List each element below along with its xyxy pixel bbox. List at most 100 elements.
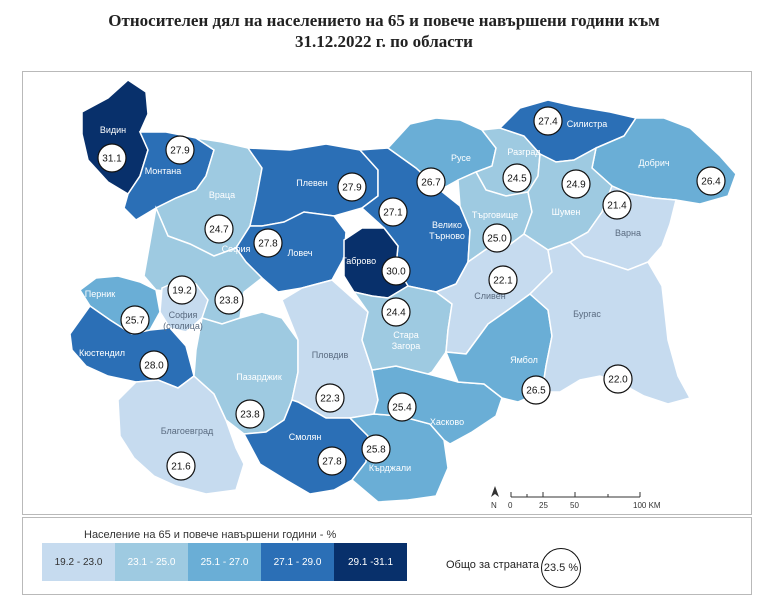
region-22-value-circle [317,446,347,476]
region-4-value: 27.9 [342,183,362,194]
region-3-value: 24.7 [209,225,229,236]
region-24-name: Хасково [430,417,464,427]
region-14-value: 21.4 [607,201,627,212]
region-11-name: Добрич [638,158,669,168]
region-17-value-circle [120,305,150,335]
region-7-name: Габрово [342,256,376,266]
region-7-value-circle [381,256,411,286]
region-15-name: София [222,244,251,254]
region-6-value: 27.1 [383,208,403,219]
region-20-name: Пазарджик [236,372,282,382]
region-8-value-circle [416,167,446,197]
region-2-name: Монтана [145,166,182,176]
region-4-value-circle [337,172,367,202]
legend-title: Население на 65 и повече навършени годин… [84,529,337,541]
region-19-value-circle [166,451,196,481]
region-13-value: 24.9 [566,180,586,191]
title-line-2: 31.12.2022 г. по области [295,32,473,51]
region-24-value: 25.4 [392,403,412,414]
map-title: Относителен дял на населението на 65 и п… [0,10,768,52]
region-1-value: 31.1 [102,154,122,165]
region-5-name: Ловеч [288,248,313,258]
region-10-value: 27.4 [538,117,558,128]
region-11-value: 26.4 [701,177,721,188]
legend-class-3: 25.1 - 27.0 [188,543,261,581]
region-17-value: 25.7 [125,316,145,327]
svg-text:N: N [491,501,497,510]
country-total-label: Общо за страната [446,559,539,571]
region-19-name: Благоевград [161,426,214,436]
region-6-value-circle [378,197,408,227]
region-1-name: Видин [100,125,126,135]
region-2-value-circle [165,135,195,165]
legend-class-4: 27.1 - 29.0 [261,543,334,581]
region-14-name: Варна [615,228,641,238]
region-23-name: Кърджали [369,463,411,473]
region-13-value-circle [561,169,591,199]
region-26-value: 22.1 [493,276,513,287]
region-28-value: 22.0 [608,375,628,386]
region-13-name: Шумен [552,207,581,217]
region-9-value: 24.5 [507,174,527,185]
scale-tick-50: 50 [570,501,579,510]
region-1-value-circle [97,143,127,173]
scale-bar: 0 25 50 100 KM [508,492,661,510]
region-25-value: 24.4 [386,308,406,319]
region-7-value: 30.0 [386,267,406,278]
region-6-name: Велико Търново [429,220,465,241]
region-15-value: 23.8 [219,296,239,307]
region-25-name: Стара Загора [392,330,421,351]
region-19-value: 21.6 [171,462,191,473]
scale-tick-25: 25 [539,501,548,510]
region-23-value: 25.8 [366,445,386,456]
legend-class-1: 19.2 - 23.0 [42,543,115,581]
region-28-area [528,241,692,405]
region-21-name: Пловдив [312,350,349,360]
region-3-name: Враца [209,190,235,200]
region-9-value-circle [502,163,532,193]
region-26-value-circle [488,265,518,295]
region-18-value-circle [139,350,169,380]
region-2-value: 27.9 [170,146,190,157]
region-1-area [81,79,149,196]
region-21-value: 22.3 [320,394,340,405]
region-10-name: Силистра [567,119,607,129]
region-22-value: 27.8 [322,457,342,468]
region-27-value-circle [521,375,551,405]
north-arrow-icon: N [491,486,499,510]
region-26-name: Сливен [474,291,505,301]
region-21-value-circle [315,383,345,413]
region-14-value-circle [602,190,632,220]
region-3-value-circle [204,214,234,244]
region-5-value: 27.8 [258,239,278,250]
region-22-name: Смолян [289,432,322,442]
scale-tick-0: 0 [508,501,513,510]
region-12-value-circle [482,223,512,253]
region-11-value-circle [696,166,726,196]
region-12-value: 25.0 [487,234,507,245]
region-24-value-circle [387,392,417,422]
region-5-value-circle [253,228,283,258]
region-27-name: Ямбол [510,355,538,365]
title-line-1: Относителен дял на населението на 65 и п… [108,11,660,30]
region-25-value-circle [381,297,411,327]
region-28-name: Бургас [573,309,601,319]
region-10-value-circle [533,106,563,136]
region-18-name: Кюстендил [79,348,125,358]
region-17-name: Перник [85,289,115,299]
country-total-value: 23.5 % [541,548,581,588]
legend-class-2: 23.1 - 25.0 [115,543,188,581]
region-19-area [117,375,245,495]
region-16-value-circle [167,275,197,305]
region-4-name: Плевен [296,178,327,188]
region-20-value: 23.8 [240,410,260,421]
region-18-value: 28.0 [144,361,164,372]
region-8-name: Русе [451,153,471,163]
region-16-value: 19.2 [172,286,192,297]
region-12-name: Търговище [472,210,518,220]
region-15-value-circle [214,285,244,315]
region-27-value: 26.5 [526,386,546,397]
legend-class-5: 29.1 -31.1 [334,543,407,581]
region-9-name: Разград [507,147,541,157]
